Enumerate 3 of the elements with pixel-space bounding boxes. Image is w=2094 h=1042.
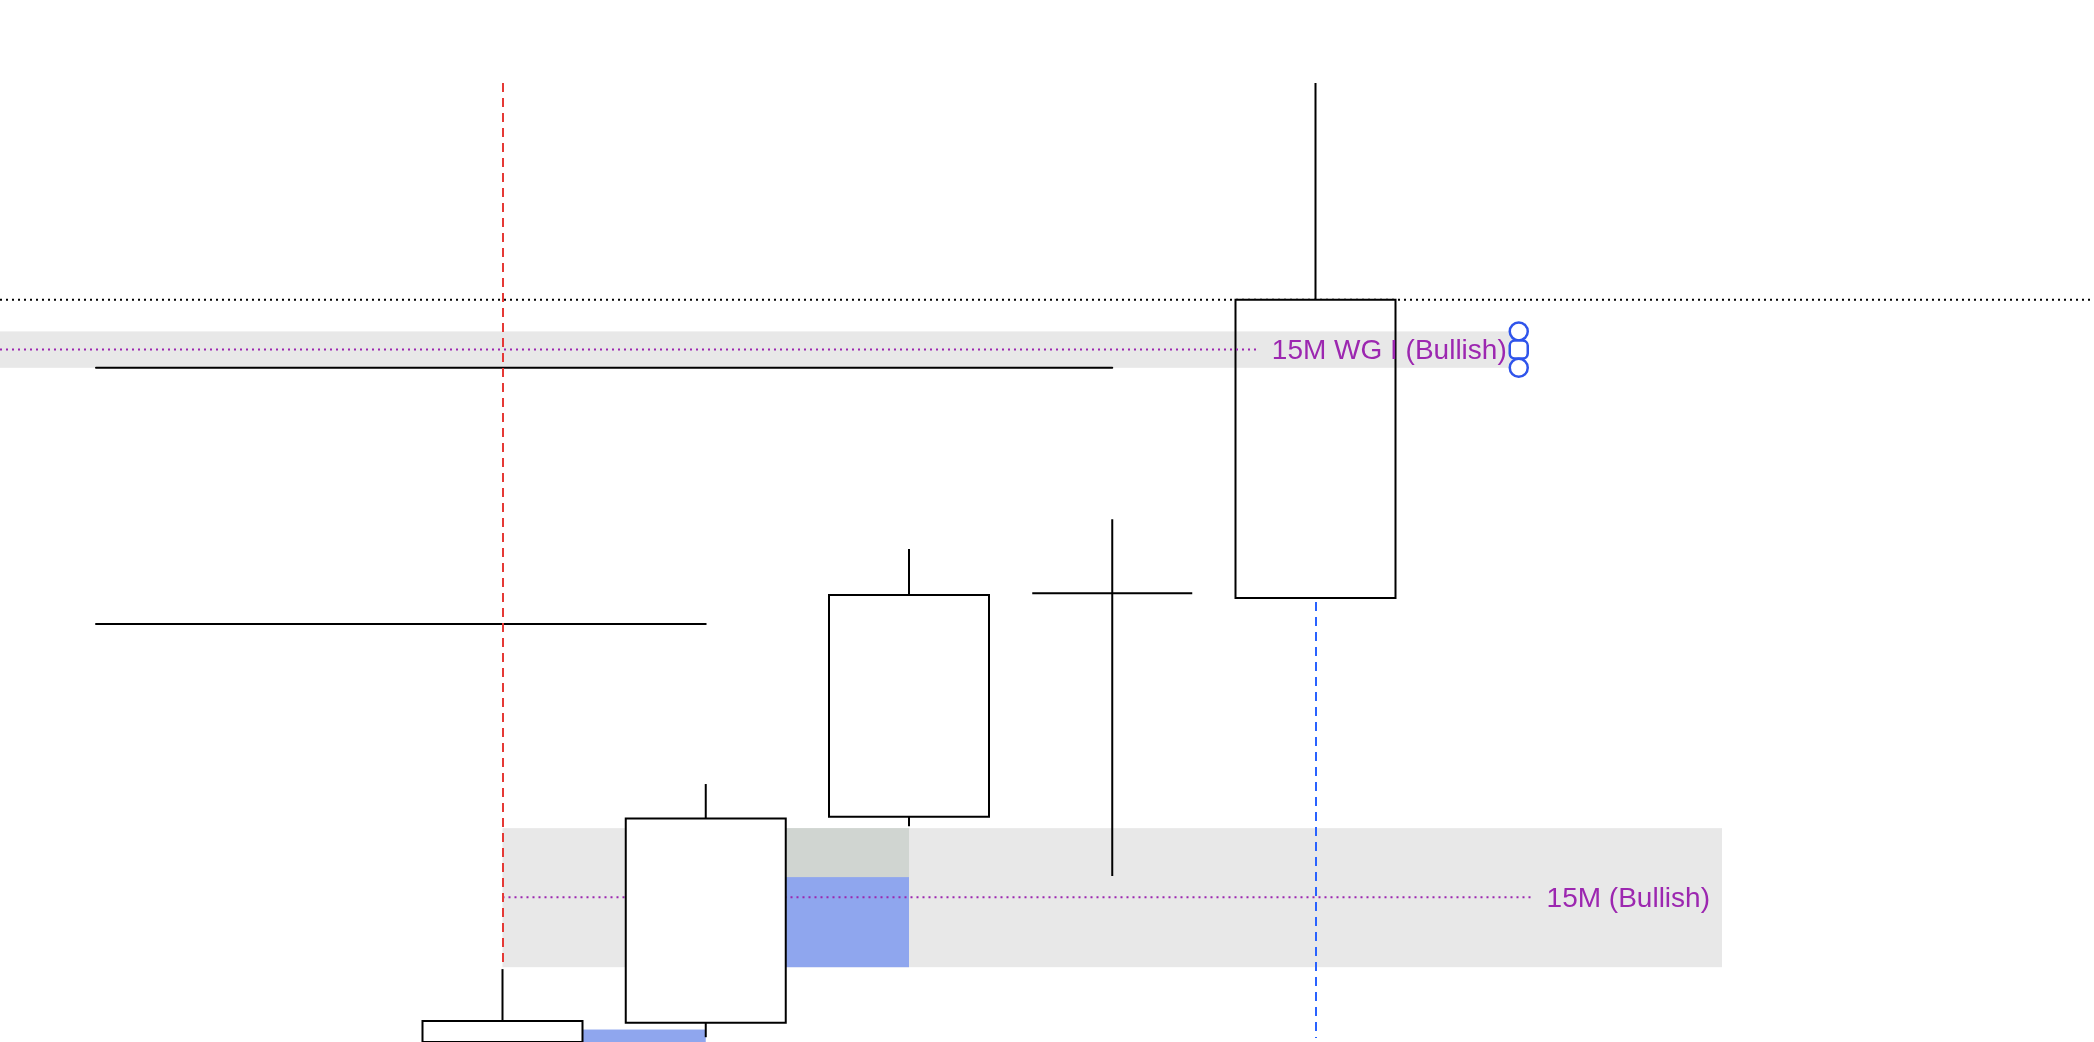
ref-line-label: 15M (Bullish) (1546, 881, 1710, 913)
candlestick (1031, 518, 1194, 878)
ref-line-label: 15M WG I (Bullish) (1271, 334, 1507, 366)
